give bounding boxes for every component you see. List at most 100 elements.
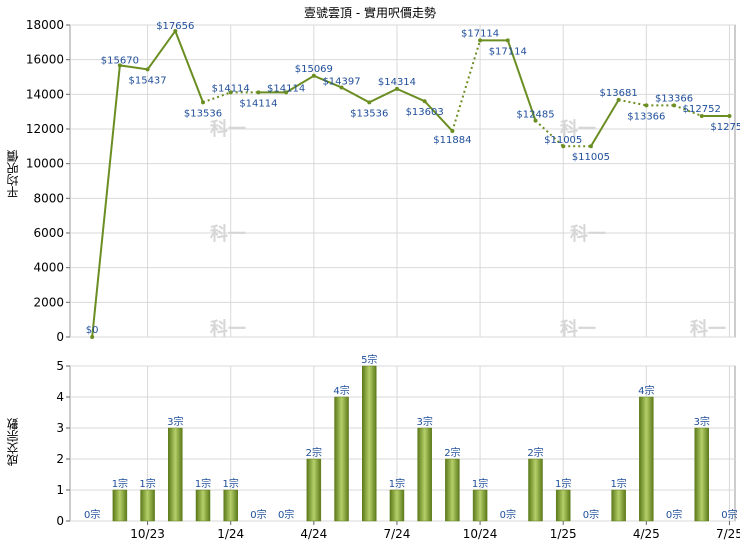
chart-title: 壹號雲頂 - 實用呎價走勢 [304, 6, 436, 20]
count-bar [112, 489, 128, 522]
price-line-segment [119, 64, 148, 71]
watermark-text: 科一 [570, 223, 606, 245]
price-line-segment [423, 100, 454, 132]
price-line-segment [313, 74, 342, 89]
count-data-label: 0宗 [583, 508, 599, 521]
count-bar [472, 489, 488, 522]
count-bar [306, 458, 322, 522]
count-data-label: 0宗 [721, 508, 737, 521]
watermark-text: 科一 [210, 118, 246, 140]
watermark-text: 科一 [210, 223, 246, 245]
price-data-label: $17114 [461, 28, 499, 39]
price-data-label: $13536 [184, 108, 222, 119]
count-tick-label: 1 [56, 483, 64, 497]
price-data-label: $11005 [572, 152, 610, 163]
price-line-segment [174, 30, 204, 103]
price-tick-label: 12000 [26, 122, 64, 136]
x-tick-label: 10/24 [463, 527, 498, 541]
watermark-text: 科一 [560, 318, 596, 340]
price-line-segment [396, 87, 426, 103]
price-line-segment [590, 99, 620, 147]
count-bar [528, 458, 543, 522]
count-data-label: 4宗 [638, 384, 654, 397]
count-bar [555, 489, 571, 522]
count-bar [140, 489, 155, 522]
price-point [450, 129, 455, 134]
price-data-label: $11005 [544, 135, 582, 146]
price-point [145, 67, 150, 72]
price-point [367, 100, 372, 105]
price-tick-label: 18000 [26, 18, 64, 32]
price-point [256, 90, 261, 95]
price-point [672, 103, 677, 108]
watermark-text: 科一 [210, 318, 246, 340]
price-data-label: $14314 [378, 77, 416, 88]
x-tick-label: 1/24 [217, 527, 244, 541]
count-data-label: 1宗 [139, 477, 155, 490]
x-tick-label: 4/24 [300, 527, 327, 541]
price-point [644, 103, 649, 108]
watermark-text: 科一 [690, 318, 726, 340]
price-data-label: $13366 [627, 111, 665, 122]
count-data-label: 1宗 [112, 477, 128, 490]
price-tick-label: 10000 [26, 157, 64, 171]
x-tick-label: 7/24 [383, 527, 410, 541]
price-data-label: $13366 [655, 93, 693, 104]
count-bar [195, 489, 211, 522]
count-bar [362, 365, 377, 522]
x-tick-label: 4/25 [633, 527, 660, 541]
price-data-label: $0 [86, 325, 99, 336]
price-tick-label: 8000 [33, 191, 64, 205]
price-point [201, 100, 205, 105]
count-data-label: 0宗 [84, 508, 100, 521]
price-data-label: $14114 [212, 83, 250, 94]
x-tick-label: 10/23 [130, 527, 165, 541]
price-point [173, 28, 178, 33]
price-line-segment [451, 40, 482, 132]
price-plot-frame [69, 24, 736, 338]
price-point [339, 85, 344, 90]
count-data-label: 3宗 [694, 415, 710, 428]
count-data-label: 0宗 [666, 508, 682, 521]
price-point [284, 90, 289, 95]
price-line-segment [368, 87, 398, 104]
count-tick-label: 3 [56, 421, 64, 435]
x-tick-label: 1/25 [550, 527, 577, 541]
count-data-label: 1宗 [610, 477, 626, 490]
count-bar [334, 396, 349, 522]
price-line-segment [146, 30, 177, 71]
price-data-label: $12485 [516, 110, 554, 121]
price-data-label: $14114 [267, 83, 305, 94]
price-point [117, 63, 122, 68]
price-point [699, 113, 704, 118]
price-point [533, 118, 538, 123]
price-point [478, 38, 483, 43]
count-tick-label: 2 [56, 452, 64, 466]
count-bar [445, 458, 460, 522]
price-point [505, 38, 510, 43]
price-data-label: $12752 [683, 104, 721, 115]
price-point [311, 73, 316, 78]
count-bar [389, 489, 405, 522]
price-tick-label: 6000 [33, 226, 64, 240]
watermark-text: 科一 [560, 118, 596, 140]
price-data-label: $11884 [433, 135, 471, 146]
x-tick-label: 7/25 [716, 527, 740, 541]
price-point [228, 90, 233, 95]
price-line-segment [91, 65, 121, 338]
price-data-label: $15069 [295, 64, 333, 75]
count-bar [611, 489, 626, 522]
price-data-label: $12752 [710, 122, 740, 133]
price-line-segment [506, 40, 537, 121]
price-point [616, 97, 621, 102]
count-data-label: 2宗 [306, 446, 322, 459]
count-data-label: 0宗 [278, 508, 294, 521]
count-data-label: 2宗 [444, 446, 460, 459]
count-data-label: 2宗 [527, 446, 543, 459]
count-bar [639, 396, 654, 522]
count-data-label: 1宗 [555, 477, 571, 490]
count-tick-label: 4 [56, 390, 64, 404]
price-data-label: $13536 [350, 108, 388, 119]
price-tick-label: 0 [56, 330, 64, 344]
